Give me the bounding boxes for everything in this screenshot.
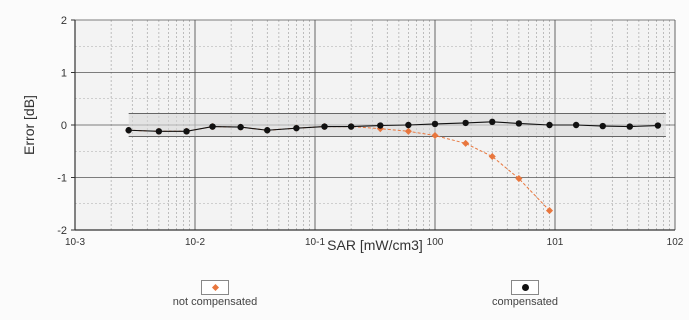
data-point-compensated xyxy=(431,120,439,128)
data-point-not-compensated xyxy=(404,127,412,135)
y-tick-label: 0 xyxy=(61,120,67,132)
y-tick-label: -1 xyxy=(57,173,67,185)
legend-compensated: compensated xyxy=(460,280,590,308)
data-point-compensated xyxy=(237,123,244,131)
legend-swatch xyxy=(201,280,229,295)
data-point-not-compensated xyxy=(515,175,523,183)
data-point-not-compensated xyxy=(545,207,554,215)
x-tick-label: 101 xyxy=(547,237,564,248)
series-group xyxy=(125,118,662,215)
data-point-compensated xyxy=(347,123,355,130)
data-point-compensated xyxy=(405,121,412,129)
data-point-compensated xyxy=(546,121,553,129)
data-point-compensated xyxy=(462,119,469,127)
x-tick-label: 10-2 xyxy=(185,237,205,248)
x-tick-label: 10-3 xyxy=(65,237,85,248)
data-point-compensated xyxy=(155,128,163,135)
data-point-compensated xyxy=(515,120,523,127)
x-axis-label: SAR [mW/cm3] xyxy=(327,237,423,253)
y-tick-label: -2 xyxy=(57,225,67,237)
data-point-compensated xyxy=(377,122,384,129)
data-point-compensated xyxy=(183,128,190,135)
data-point-compensated xyxy=(321,123,328,130)
data-point-compensated xyxy=(572,121,580,129)
data-point-compensated xyxy=(125,127,132,134)
data-point-not-compensated xyxy=(431,131,439,140)
y-axis-label: Error [dB] xyxy=(21,95,37,155)
tick-labels: 10-3 10-2 10-1 100 101 102 -2 -1 0 1 2 xyxy=(57,15,684,248)
data-point-compensated xyxy=(264,127,271,134)
y-tick-label: 2 xyxy=(61,15,67,27)
legend-not-compensated: not compensated xyxy=(150,280,280,308)
legend-swatch xyxy=(511,280,539,295)
x-tick-label: 100 xyxy=(427,237,444,248)
data-point-compensated xyxy=(626,123,633,130)
data-point-not-compensated xyxy=(462,139,470,147)
legend-label: compensated xyxy=(491,296,559,308)
dot-marker-icon xyxy=(521,284,529,291)
legend-label: not compensated xyxy=(172,296,258,308)
series-line-compensated xyxy=(128,121,658,132)
data-point-compensated xyxy=(209,123,216,130)
data-point-compensated xyxy=(293,124,300,132)
data-point-compensated xyxy=(654,122,662,129)
data-point-not-compensated xyxy=(488,152,496,161)
x-tick-label: 10-1 xyxy=(305,237,325,248)
x-tick-label: 102 xyxy=(667,237,684,248)
y-tick-label: 1 xyxy=(61,68,67,80)
diamond-marker-icon xyxy=(211,283,219,292)
tolerance-band-lines xyxy=(128,112,666,138)
data-point-compensated xyxy=(489,118,496,126)
data-point-compensated xyxy=(599,122,606,130)
